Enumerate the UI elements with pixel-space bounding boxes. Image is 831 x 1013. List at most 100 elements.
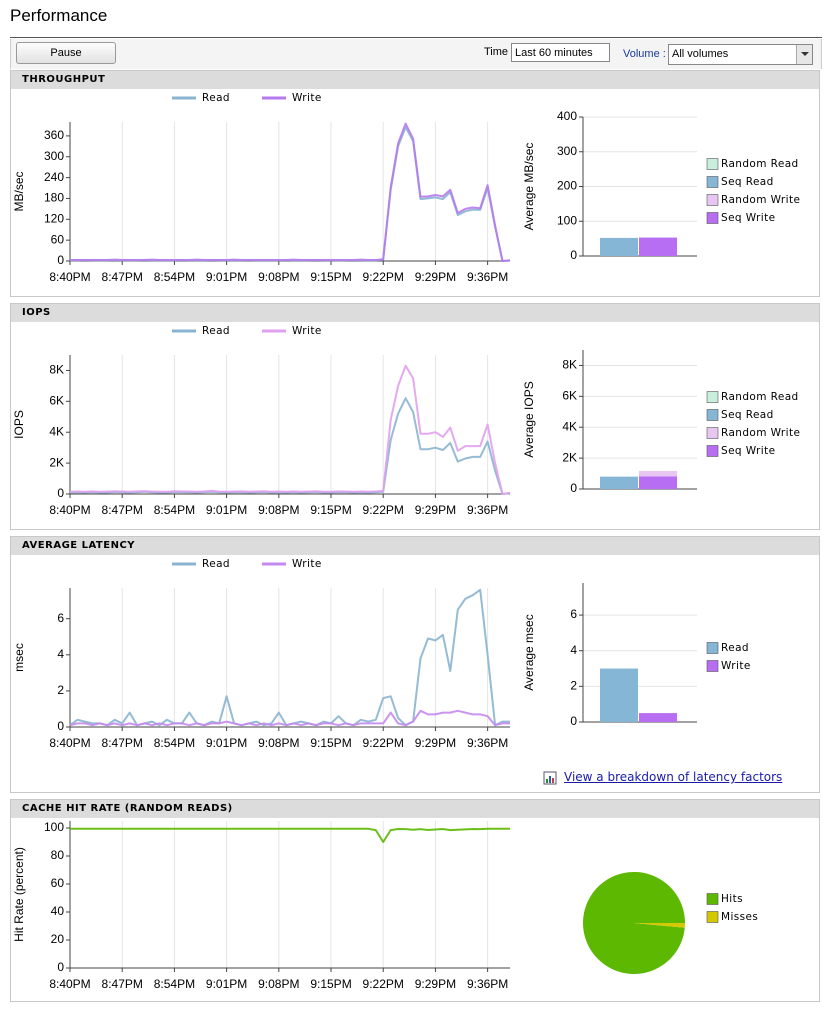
x-tick-label: 8:47PM [102, 503, 143, 517]
x-tick-label: 9:22PM [363, 736, 404, 750]
series-line [69, 364, 511, 495]
legend-swatch [706, 445, 719, 457]
x-tick-label: 9:15PM [310, 503, 351, 517]
legend-swatch [706, 176, 719, 188]
x-tick-label: 9:22PM [363, 270, 404, 284]
y-tick-label: 0 [570, 714, 577, 728]
y-axis-title: Average IOPS [522, 381, 536, 458]
series-line [70, 122, 511, 262]
legend-swatch [706, 212, 719, 224]
y-tick-label: 0 [570, 248, 577, 262]
y-tick-label: 0 [57, 719, 64, 733]
time-value: Last 60 minutes [515, 47, 593, 59]
x-tick-label: 9:29PM [415, 270, 456, 284]
series-line [69, 588, 510, 727]
time-select[interactable]: Last 60 minutes [511, 43, 610, 62]
y-tick-label: 100 [557, 213, 577, 227]
y-tick-label: 0 [570, 481, 577, 495]
title-rule [10, 37, 822, 38]
y-tick-label: 180 [44, 191, 64, 205]
page-title: Performance [10, 6, 108, 25]
x-tick-label: 8:40PM [49, 503, 90, 517]
legend-swatch [706, 642, 719, 654]
x-tick-label: 9:36PM [467, 503, 508, 517]
x-tick-label: 8:47PM [102, 977, 143, 991]
pie-slice [583, 871, 685, 974]
legend-swatch [706, 911, 719, 923]
legend-label: Read [202, 558, 230, 570]
y-tick-label: 2 [57, 683, 64, 697]
bar-segment [600, 668, 638, 722]
series-line [69, 709, 510, 727]
bar-segment [639, 237, 677, 256]
x-tick-label: 8:54PM [154, 736, 195, 750]
legend-swatch [706, 391, 719, 403]
legend-swatch [706, 194, 719, 206]
y-tick-label: 0 [57, 486, 64, 500]
legend-label: Write [292, 558, 322, 570]
panel-header: AVERAGE LATENCY [11, 537, 819, 555]
x-tick-label: 8:54PM [154, 270, 195, 284]
volume-label: Volume : [623, 48, 666, 60]
volume-select[interactable]: All volumes [668, 44, 813, 65]
y-tick-label: 240 [44, 170, 64, 184]
y-tick-label: 6 [570, 607, 577, 621]
y-tick-label: 6 [57, 611, 64, 625]
legend-label: Read [721, 642, 749, 654]
series-line [70, 827, 510, 843]
bar-segment [600, 237, 638, 256]
x-tick-label: 9:36PM [467, 977, 508, 991]
y-tick-label: 120 [44, 211, 64, 225]
x-tick-label: 9:29PM [415, 977, 456, 991]
legend-label: Random Write [721, 427, 800, 439]
panel-header: THROUGHPUT [11, 71, 819, 89]
y-tick-label: 300 [44, 149, 64, 163]
y-tick-label: 0 [57, 960, 64, 974]
x-tick-label: 9:15PM [310, 736, 351, 750]
y-tick-label: 400 [557, 109, 577, 123]
legend-swatch [706, 893, 719, 905]
legend-label: Write [292, 325, 322, 337]
legend-label: Read [202, 92, 230, 104]
y-tick-label: 60 [51, 232, 65, 246]
x-tick-label: 8:54PM [154, 503, 195, 517]
legend-label: Random Write [721, 194, 800, 206]
x-tick-label: 9:15PM [310, 270, 351, 284]
y-tick-label: 40 [51, 904, 65, 918]
y-tick-label: 0 [57, 253, 64, 267]
legend-label: Read [202, 325, 230, 337]
x-tick-label: 8:54PM [154, 977, 195, 991]
legend-label: Random Read [721, 158, 799, 170]
y-tick-label: 200 [557, 179, 577, 193]
legend-swatch [706, 158, 719, 170]
latency-breakdown-link[interactable]: View a breakdown of latency factors [564, 770, 783, 784]
y-tick-label: 2 [570, 679, 577, 693]
bar-segment [639, 470, 677, 477]
series-line [69, 397, 511, 495]
legend-label: Write [292, 92, 322, 104]
latency-panel: AVERAGE LATENCY [10, 536, 820, 793]
y-axis-title: IOPS [12, 410, 26, 439]
legend-label: Seq Read [721, 409, 774, 421]
y-axis-title: Average MB/sec [522, 143, 536, 231]
x-tick-label: 8:40PM [49, 736, 90, 750]
y-axis-title: MB/sec [12, 171, 26, 211]
x-tick-label: 9:08PM [258, 977, 299, 991]
dropdown-arrow [796, 45, 812, 64]
x-tick-label: 8:40PM [49, 977, 90, 991]
y-tick-label: 8K [49, 363, 64, 377]
x-tick-label: 8:40PM [49, 270, 90, 284]
legend-swatch [706, 660, 719, 672]
pause-button[interactable]: Pause [16, 42, 116, 64]
x-tick-label: 9:01PM [206, 503, 247, 517]
x-tick-label: 9:29PM [415, 736, 456, 750]
y-tick-label: 6K [49, 394, 64, 408]
x-tick-label: 9:36PM [467, 270, 508, 284]
y-tick-label: 8K [562, 358, 577, 372]
y-tick-label: 4 [57, 647, 64, 661]
y-tick-label: 4 [570, 643, 577, 657]
legend-label: Misses [721, 911, 758, 923]
x-tick-label: 9:08PM [258, 503, 299, 517]
